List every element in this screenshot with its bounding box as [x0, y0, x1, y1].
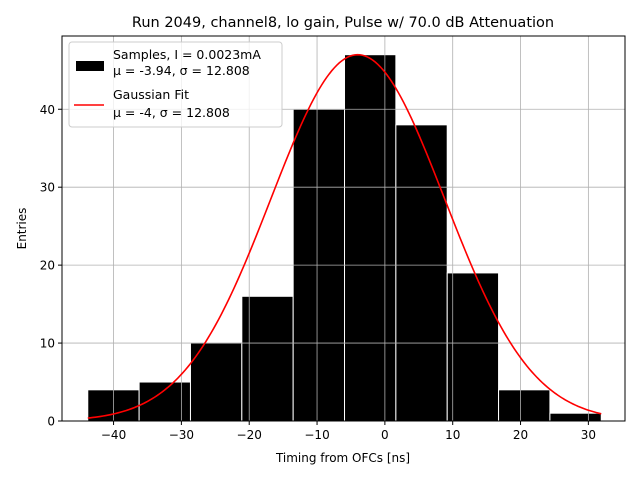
x-tick-label: −40	[101, 428, 126, 442]
x-tick-label: 20	[513, 428, 528, 442]
legend: Samples, I = 0.0023mA μ = -3.94, σ = 12.…	[68, 41, 283, 128]
x-tick-label: −30	[169, 428, 194, 442]
x-tick-label: 0	[381, 428, 389, 442]
legend-fit-label: Gaussian Fit	[113, 87, 189, 102]
legend-histogram-label: Samples, I = 0.0023mA	[113, 47, 261, 62]
x-tick-label: 10	[445, 428, 460, 442]
chart-title: Run 2049, channel8, lo gain, Pulse w/ 70…	[132, 15, 554, 31]
gaussian-fit-line	[87, 53, 602, 419]
axes-frame	[61, 35, 626, 422]
histogram-bar	[189, 342, 243, 422]
histogram-bar	[446, 272, 500, 422]
y-tick-label: 40	[40, 103, 55, 117]
x-tick-label: −10	[304, 428, 329, 442]
y-tick-label: 20	[40, 259, 55, 273]
legend-histogram-swatch	[76, 61, 104, 71]
histogram-bar	[395, 124, 448, 422]
legend-histogram-stats: μ = -3.94, σ = 12.808	[113, 63, 250, 78]
y-tick-label: 30	[40, 181, 55, 195]
x-tick-label: 30	[581, 428, 596, 442]
histogram-bar	[498, 389, 551, 422]
histogram-bar	[241, 295, 294, 422]
legend-fit-stats: μ = -4, σ = 12.808	[113, 105, 230, 120]
y-tick-label: 10	[40, 337, 55, 351]
legend-box	[68, 41, 283, 128]
y-axis-label: Entries	[15, 208, 29, 250]
x-axis-label: Timing from OFCs [ns]	[275, 451, 410, 465]
histogram-bar	[549, 412, 602, 422]
histogram-bar	[344, 54, 397, 422]
x-tick-label: −20	[237, 428, 262, 442]
y-tick-label: 0	[47, 415, 55, 429]
